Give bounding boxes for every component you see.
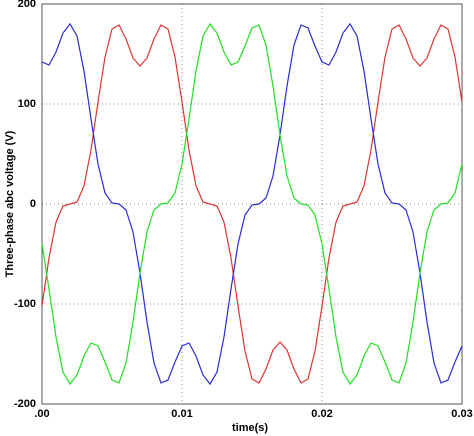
x-tick-label: 0.02 xyxy=(311,408,332,420)
y-axis-label: Three-phase abc voltage (V) xyxy=(4,130,16,277)
y-tick-label: 0 xyxy=(30,198,36,210)
plot-frame xyxy=(41,3,463,405)
x-tick-label: 0.03 xyxy=(451,408,472,420)
x-tick-label: .00 xyxy=(34,408,49,420)
y-tick-label: -100 xyxy=(14,298,36,310)
series-line xyxy=(41,22,463,386)
y-tick-label: 100 xyxy=(18,98,36,110)
series-line xyxy=(41,22,463,386)
x-axis-label: time(s) xyxy=(232,422,268,434)
x-tick-label: 0.01 xyxy=(171,408,192,420)
y-tick-label: 200 xyxy=(18,0,36,10)
series-line xyxy=(41,24,463,384)
y-tick-label: -200 xyxy=(14,398,36,410)
